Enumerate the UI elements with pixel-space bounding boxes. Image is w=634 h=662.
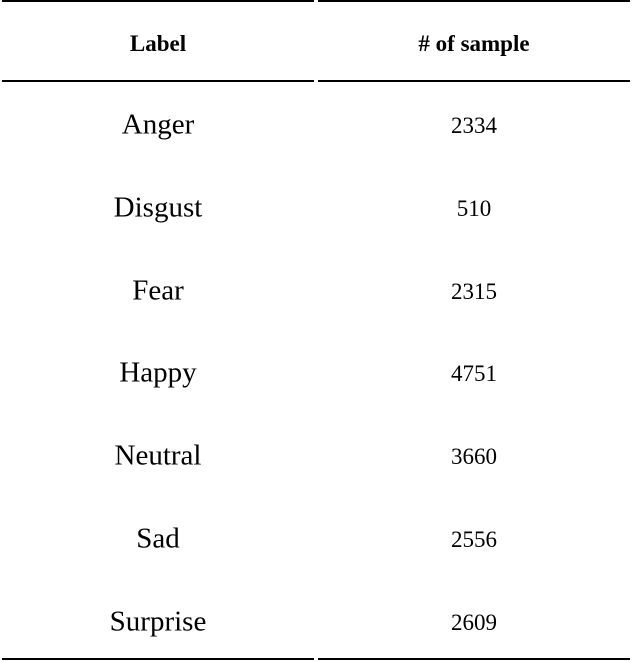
row-count: 2556 bbox=[451, 527, 497, 552]
row-count: 2334 bbox=[451, 113, 497, 138]
row-count: 2609 bbox=[451, 609, 497, 635]
row-count: 2315 bbox=[451, 278, 497, 304]
row-count: 4751 bbox=[451, 361, 497, 387]
row-label: Surprise bbox=[109, 605, 207, 638]
top-rule-right bbox=[318, 0, 630, 2]
header-count: # of sample bbox=[418, 31, 530, 56]
row-label: Disgust bbox=[113, 191, 203, 224]
top-rule-left bbox=[2, 0, 314, 2]
header-rule-left bbox=[2, 80, 314, 82]
header-label: Label bbox=[129, 31, 187, 56]
row-label: Sad bbox=[136, 522, 180, 555]
row-label: Neutral bbox=[114, 439, 202, 472]
row-count: 510 bbox=[456, 195, 492, 221]
row-count: 3660 bbox=[451, 444, 497, 470]
row-label: Fear bbox=[132, 274, 184, 307]
header-rule-right bbox=[318, 80, 630, 82]
row-label: Happy bbox=[119, 356, 197, 389]
row-label: Anger bbox=[121, 108, 195, 141]
bottom-rule-right bbox=[318, 658, 630, 660]
bottom-rule-left bbox=[2, 658, 314, 660]
